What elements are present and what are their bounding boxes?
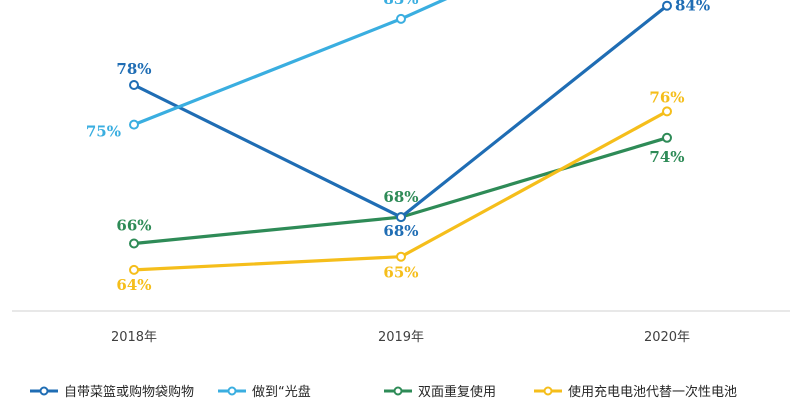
legend-marker <box>39 386 49 396</box>
data-point <box>129 80 139 90</box>
series-points <box>129 0 672 275</box>
data-point <box>129 264 139 275</box>
data-point <box>129 238 139 249</box>
data-label: 78% <box>116 60 151 78</box>
data-label: 83% <box>383 0 418 8</box>
data-label: 65% <box>383 264 418 282</box>
data-labels: 66%68%74%78%68%84%75%83%92%64%65%76% <box>86 0 710 294</box>
data-point <box>662 132 672 143</box>
legend-label: 自带菜篮或购物袋购物 <box>64 384 194 400</box>
data-point <box>396 13 406 24</box>
data-label: 64% <box>116 276 151 294</box>
data-label: 75% <box>86 123 121 141</box>
x-tick-label: 2018年 <box>111 330 157 345</box>
data-point <box>129 119 139 130</box>
data-label: 74% <box>649 148 684 166</box>
data-point <box>396 212 406 223</box>
legend-item: 自带菜篮或购物袋购物 <box>30 384 194 400</box>
legend-item: 做到“光盘 <box>218 384 311 400</box>
legend-label: 使用充电电池代替一次性电池 <box>568 384 737 400</box>
data-label: 68% <box>383 188 418 206</box>
legend-label: 做到“光盘 <box>252 384 311 400</box>
x-tick-labels: 2018年 2019年 2020年 <box>111 330 690 345</box>
legend-item: 使用充电电池代替一次性电池 <box>534 384 737 400</box>
data-point <box>396 251 406 262</box>
legend-label: 双面重复使用 <box>418 384 496 400</box>
x-tick-label: 2019年 <box>378 330 424 345</box>
x-tick-label: 2020年 <box>644 330 690 345</box>
legend: 自带菜篮或购物袋购物 做到“光盘 双面重复使用 使用充电电池代替一次性电池 <box>30 384 737 400</box>
legend-marker <box>393 386 403 396</box>
legend-marker <box>227 386 237 396</box>
series-line-1 <box>132 4 669 219</box>
data-label: 68% <box>383 222 418 240</box>
data-label: 66% <box>116 217 151 235</box>
data-point <box>662 0 672 11</box>
legend-marker <box>543 386 553 396</box>
data-label: 76% <box>649 88 684 106</box>
data-point <box>662 106 672 117</box>
data-label: 84% <box>675 0 710 15</box>
legend-item: 双面重复使用 <box>384 384 496 400</box>
